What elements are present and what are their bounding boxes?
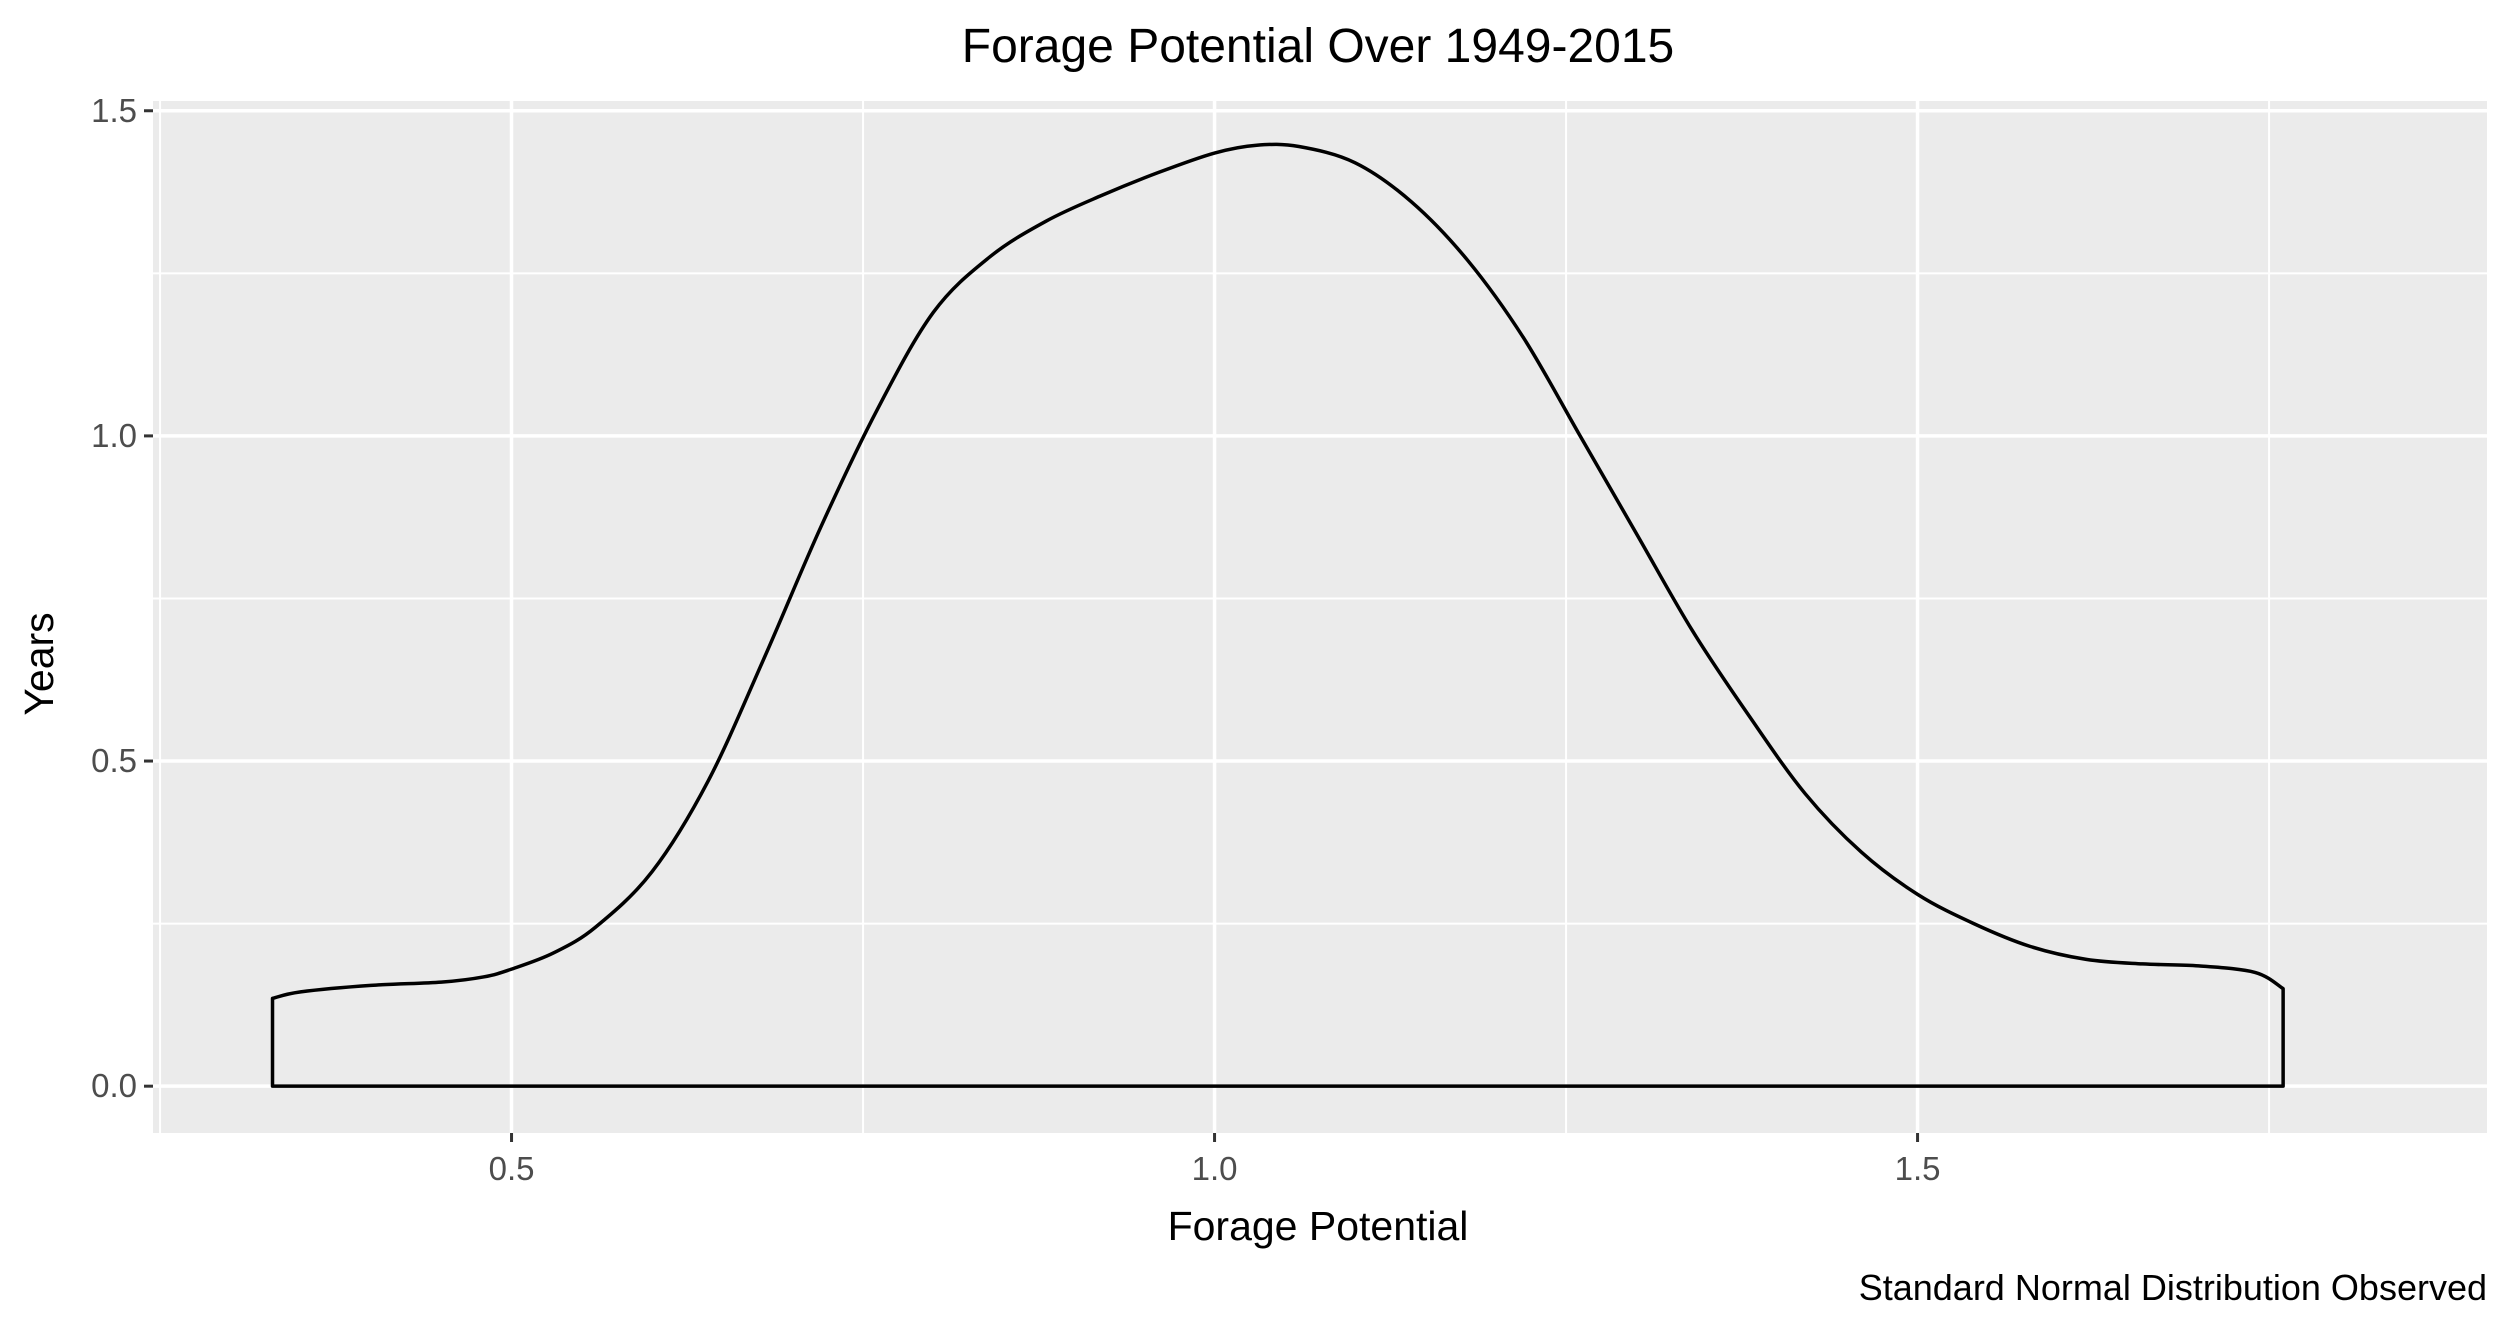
y-tick-label: 1.0 xyxy=(91,417,137,454)
y-axis: 0.0 0.5 1.0 1.5 xyxy=(91,92,153,1104)
x-axis-title: Forage Potential xyxy=(1168,1203,1469,1249)
y-axis-title: Years xyxy=(16,612,62,715)
chart-caption: Standard Normal Distribution Observed xyxy=(1859,1267,2487,1308)
y-tick-label: 0.0 xyxy=(91,1067,137,1104)
x-tick-label: 1.5 xyxy=(1895,1150,1941,1187)
y-tick-label: 1.5 xyxy=(91,92,137,129)
minor-gridlines xyxy=(153,101,2487,1133)
y-tick-label: 0.5 xyxy=(91,742,137,779)
chart-title: Forage Potential Over 1949-2015 xyxy=(962,20,1674,73)
x-tick-label: 0.5 xyxy=(489,1150,535,1187)
x-tick-label: 1.0 xyxy=(1192,1150,1238,1187)
density-series xyxy=(270,142,2285,1088)
plot-panel xyxy=(153,101,2487,1133)
x-axis: 0.5 1.0 1.5 xyxy=(489,1133,1941,1187)
density-curve xyxy=(270,142,2285,1088)
